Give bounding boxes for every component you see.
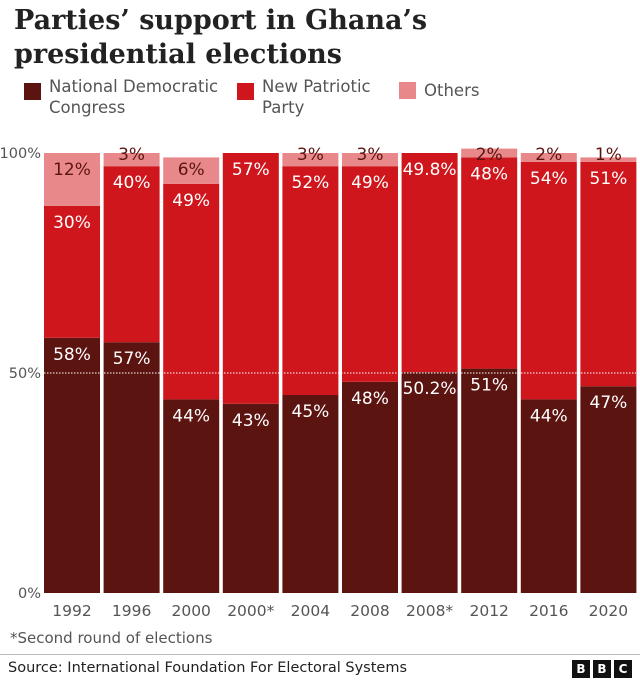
bar-ndc-1996 xyxy=(103,342,160,593)
x-tick-label: 1992 xyxy=(52,602,91,620)
legend-label: Congress xyxy=(49,98,126,117)
data-label-ndc: 51% xyxy=(470,376,508,396)
bar-ndc-2008* xyxy=(401,372,458,593)
data-label-others: 12% xyxy=(53,160,91,180)
bar-ndc-2012 xyxy=(461,368,518,593)
x-tick-label: 2000* xyxy=(227,602,274,620)
data-label-npp: 54% xyxy=(530,169,568,189)
bar-npp-2004 xyxy=(282,166,339,395)
x-tick-label: 2000 xyxy=(171,602,210,620)
bar-npp-2008* xyxy=(401,153,458,373)
bar-npp-1992 xyxy=(44,205,100,338)
source-text: Source: International Foundation For Ele… xyxy=(8,660,408,676)
y-tick-label: 0% xyxy=(18,586,41,602)
bar-npp-2000* xyxy=(222,153,279,404)
bar-npp-2000 xyxy=(163,183,220,400)
data-label-npp: 51% xyxy=(590,169,628,189)
bar-others-2016 xyxy=(520,153,577,162)
data-label-npp: 40% xyxy=(113,173,151,193)
bar-others-1996 xyxy=(103,153,160,167)
legend-label: Party xyxy=(262,98,305,117)
legend-swatch-npp xyxy=(237,83,254,100)
bar-ndc-1992 xyxy=(44,337,100,593)
data-label-others: 2% xyxy=(535,145,562,165)
legend-npp: New Patriotic Party xyxy=(237,76,371,118)
data-label-others: 3% xyxy=(118,145,145,165)
x-tick-label: 2020 xyxy=(589,602,628,620)
data-label-npp: 52% xyxy=(292,173,330,193)
legend-ndc: National Democratic Congress xyxy=(24,76,218,118)
legend-label: New Patriotic xyxy=(262,77,371,96)
y-tick-label: 100% xyxy=(0,146,41,162)
data-label-npp: 57% xyxy=(232,160,270,180)
bar-ndc-2016 xyxy=(520,399,577,593)
data-label-ndc: 44% xyxy=(172,406,210,426)
data-label-ndc: 57% xyxy=(113,349,151,369)
bar-npp-1996 xyxy=(103,166,160,343)
data-label-npp: 49% xyxy=(172,191,210,211)
bar-others-2020 xyxy=(580,157,637,162)
bar-others-2004 xyxy=(282,153,339,167)
bar-others-2008 xyxy=(342,153,398,167)
data-label-ndc: 43% xyxy=(232,411,270,431)
x-tick-label: 2008* xyxy=(406,602,453,620)
footnote: *Second round of elections xyxy=(10,629,213,647)
bar-npp-2020 xyxy=(580,161,637,387)
bar-npp-2012 xyxy=(461,157,518,369)
data-label-others: 6% xyxy=(178,160,205,180)
bar-ndc-2008 xyxy=(342,381,398,593)
x-tick-label: 2016 xyxy=(529,602,568,620)
data-label-npp: 30% xyxy=(53,213,91,233)
chart-title: Parties’ support in Ghana’s presidential… xyxy=(14,5,428,70)
bar-others-2000 xyxy=(163,157,220,184)
bar-npp-2016 xyxy=(520,161,577,400)
data-label-ndc: 45% xyxy=(292,402,330,422)
data-label-npp: 48% xyxy=(470,164,508,184)
data-label-others: 2% xyxy=(476,145,503,165)
data-label-npp: 49.8% xyxy=(403,160,457,180)
legend-label: Others xyxy=(424,81,480,100)
x-tick-label: 2012 xyxy=(469,602,508,620)
bar-others-1992 xyxy=(44,153,100,206)
data-label-ndc: 44% xyxy=(530,406,568,426)
data-label-others: 3% xyxy=(297,145,324,165)
data-label-others: 3% xyxy=(357,145,384,165)
data-label-others: 1% xyxy=(595,145,622,165)
data-label-npp: 49% xyxy=(351,173,389,193)
bar-npp-2008 xyxy=(342,166,398,382)
legend-label: National Democratic xyxy=(49,77,219,96)
bar-ndc-2020 xyxy=(580,386,637,593)
data-label-ndc: 58% xyxy=(53,345,91,365)
y-tick-label: 50% xyxy=(9,366,41,382)
divider xyxy=(0,654,640,655)
data-label-ndc: 47% xyxy=(590,393,628,413)
legend-others: Others xyxy=(399,80,479,101)
data-label-ndc: 50.2% xyxy=(403,379,457,399)
bar-ndc-2000 xyxy=(163,399,220,593)
x-tick-label: 2008 xyxy=(350,602,389,620)
bar-ndc-2004 xyxy=(282,395,339,593)
legend-swatch-others xyxy=(399,82,416,99)
bar-others-2012 xyxy=(461,148,518,158)
x-tick-label: 1996 xyxy=(112,602,151,620)
legend-swatch-ndc xyxy=(24,83,41,100)
bar-ndc-2000* xyxy=(222,403,279,593)
x-tick-label: 2004 xyxy=(291,602,330,620)
data-label-ndc: 48% xyxy=(351,389,389,409)
